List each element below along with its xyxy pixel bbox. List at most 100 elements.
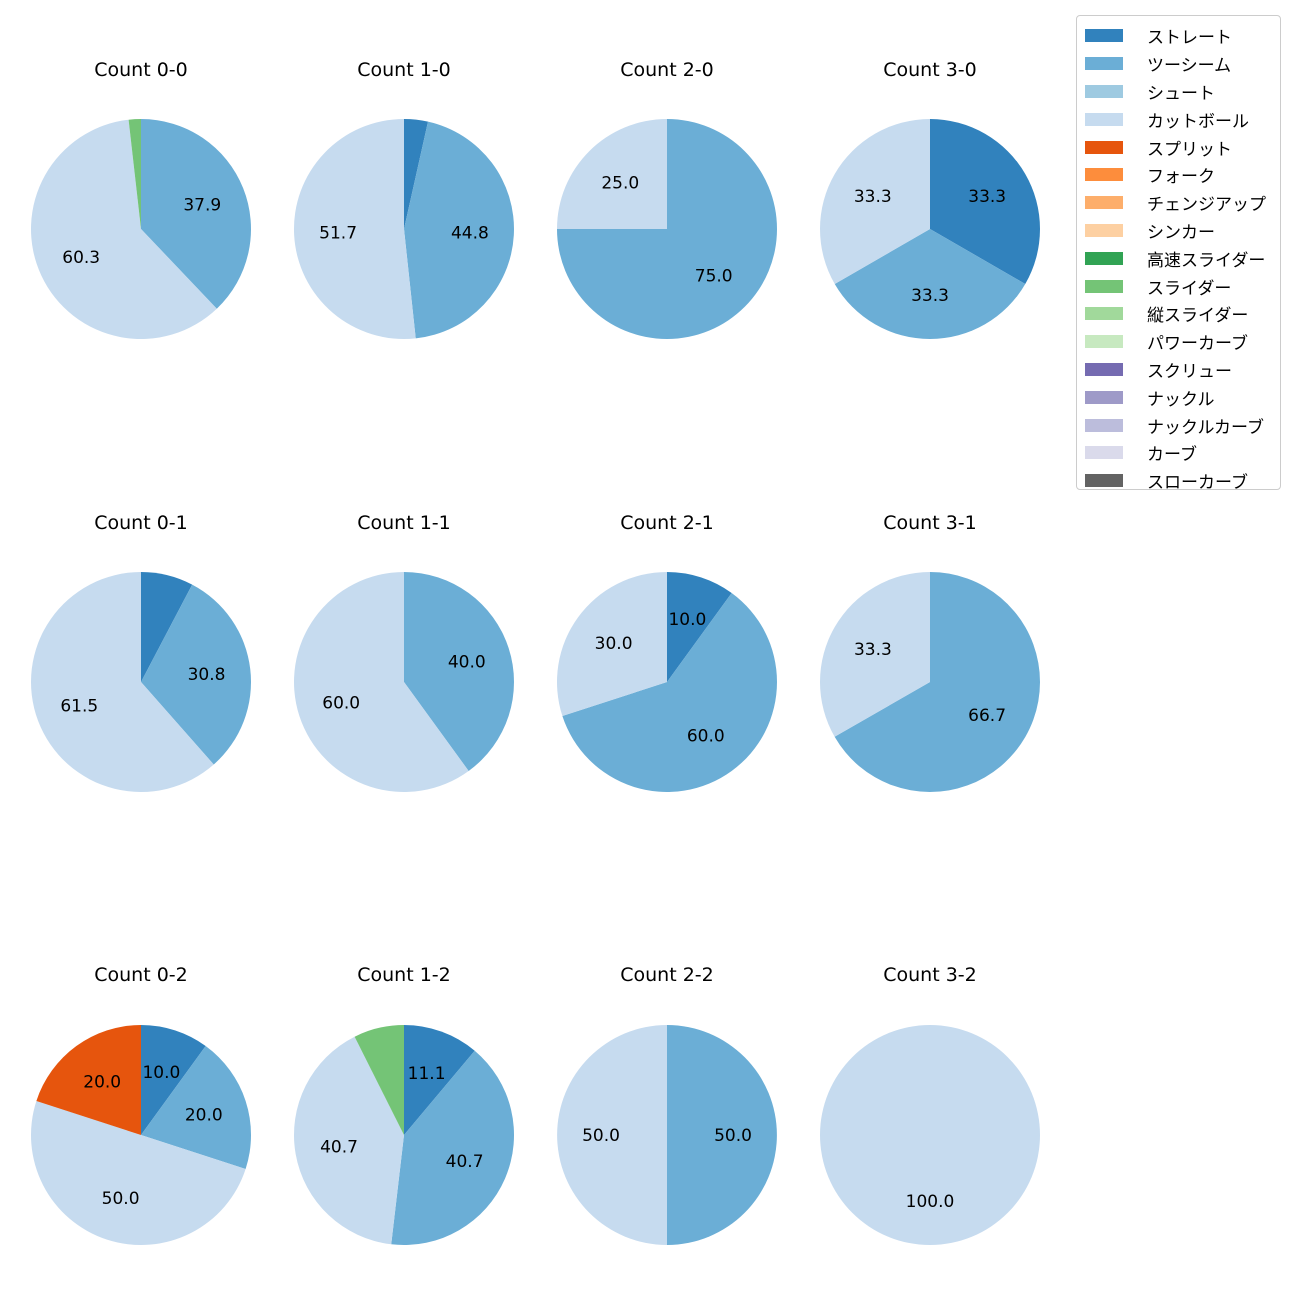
legend-item: スライダー [1085, 272, 1280, 300]
slice-label: 20.0 [185, 1106, 223, 1126]
legend-item: フォーク [1085, 161, 1280, 189]
legend-label: 縦スライダー [1147, 306, 1249, 327]
slice-label: 40.7 [446, 1152, 484, 1172]
pie-slice [141, 584, 252, 765]
pie-slice [294, 572, 469, 792]
legend-swatch [1085, 57, 1123, 71]
slice-label: 60.0 [322, 693, 360, 713]
legend-label: ストレート [1147, 28, 1232, 49]
legend-swatch [1085, 474, 1123, 488]
legend-swatch [1085, 390, 1123, 404]
legend-item: シンカー [1085, 217, 1280, 245]
legend-swatch [1085, 29, 1123, 43]
pie-count-2-2: Count 2-2 50.0 50.0 [557, 964, 777, 1245]
pie-title: Count 1-1 [357, 512, 451, 534]
legend-item: スクリュー [1085, 356, 1280, 384]
pie-slice [30, 571, 214, 793]
pie-slice [36, 1025, 141, 1135]
legend-label: スライダー [1147, 278, 1232, 299]
pie-title: Count 2-1 [620, 512, 714, 534]
slice-label: 33.3 [968, 187, 1006, 207]
slice-label: 25.0 [601, 173, 639, 193]
slice-label: 40.0 [448, 653, 486, 673]
slice-label: 50.0 [102, 1189, 140, 1209]
legend-item: ストレート [1085, 22, 1280, 50]
legend-swatch [1085, 168, 1123, 182]
pie-slice [293, 119, 416, 339]
pie-slice [30, 1101, 246, 1246]
pie-count-1-1: Count 1-1 40.0 60.0 [294, 512, 515, 792]
legend-swatch [1085, 418, 1123, 432]
legend-item: ナックル [1085, 383, 1280, 411]
slice-label: 10.0 [142, 1063, 180, 1083]
legend-swatch [1085, 446, 1123, 460]
legend-item: シュート [1085, 78, 1280, 106]
legend-label: フォーク [1147, 167, 1215, 188]
pie-slice [404, 119, 428, 229]
pie-slice [141, 1025, 206, 1135]
legend-swatch [1085, 335, 1123, 349]
pie-slice [930, 119, 1040, 284]
slice-label: 60.3 [62, 248, 100, 268]
slice-label: 100.0 [906, 1192, 955, 1212]
pie-slice [819, 572, 930, 737]
slice-label: 60.0 [687, 726, 725, 746]
pie-slice [834, 229, 1026, 339]
legend: ストレート ツーシーム シュート カットボールスプリットフォーク チェンジアップ シンカー… [1076, 15, 1281, 493]
slice-label: 44.8 [451, 224, 489, 244]
slice-label: 50.0 [582, 1126, 620, 1146]
legend-swatch [1085, 84, 1123, 98]
pie-slice [404, 121, 514, 339]
legend-swatch [1085, 362, 1123, 376]
legend-swatch [1085, 279, 1123, 293]
pie-slice [404, 572, 515, 771]
legend-item: ツーシーム [1085, 50, 1280, 78]
legend-item: 高速スライダー [1085, 244, 1280, 272]
pie-slice [141, 119, 251, 309]
pie-title: Count 0-0 [94, 59, 188, 81]
legend-swatch [1085, 223, 1123, 237]
pie-slice [820, 1025, 1040, 1245]
legend-swatch [1085, 307, 1123, 321]
pie-slice [557, 1025, 667, 1245]
pie-count-3-1: Count 3-1 66.7 33.3 [819, 512, 1040, 792]
slice-label: 33.3 [854, 187, 892, 207]
pie-slice [128, 119, 141, 229]
legend-item: チェンジアップ [1085, 189, 1280, 217]
pie-slice [667, 1025, 777, 1245]
pie-title: Count 2-0 [620, 59, 714, 81]
legend-label: スプリット [1147, 139, 1232, 160]
pie-title: Count 1-0 [357, 59, 451, 81]
legend-item: カーブ [1085, 439, 1280, 467]
pie-title: Count 3-0 [883, 59, 977, 81]
legend-item: 縦スライダー [1085, 300, 1280, 328]
slice-label: 75.0 [695, 267, 733, 287]
legend-label: ナックル [1147, 389, 1215, 410]
pie-slice [557, 119, 667, 229]
slice-label: 20.0 [83, 1073, 121, 1093]
pie-count-2-0: Count 2-0 75.0 25.0 [557, 59, 777, 339]
pie-count-0-2: Count 0-2 10.0 20.0 50.0 20.0 [30, 964, 252, 1246]
pie-slice [293, 1036, 404, 1245]
legend-label: スローカーブ [1147, 473, 1248, 494]
pie-slice [391, 1050, 515, 1246]
slice-label: 66.7 [968, 706, 1006, 726]
slice-label: 37.9 [183, 196, 221, 216]
pie-title: Count 1-2 [357, 964, 451, 986]
pie-slice [30, 119, 217, 339]
legend-label: ナックルカーブ [1147, 417, 1264, 438]
legend-item: パワーカーブ [1085, 328, 1280, 356]
slice-label: 11.1 [408, 1064, 446, 1084]
legend-label: スクリュー [1147, 361, 1232, 382]
slice-label: 10.0 [668, 610, 706, 630]
legend-item: カットボール [1085, 105, 1280, 133]
legend-item: ナックルカーブ [1085, 411, 1280, 439]
pie-title: Count 3-2 [883, 964, 977, 986]
legend-item: スローカーブ [1085, 467, 1280, 495]
pie-title: Count 3-1 [883, 512, 977, 534]
legend-swatch [1085, 140, 1123, 154]
legend-swatch [1085, 196, 1123, 210]
slice-label: 30.8 [188, 665, 226, 685]
pie-count-0-0: Count 0-0 37.9 60.3 [30, 59, 251, 339]
